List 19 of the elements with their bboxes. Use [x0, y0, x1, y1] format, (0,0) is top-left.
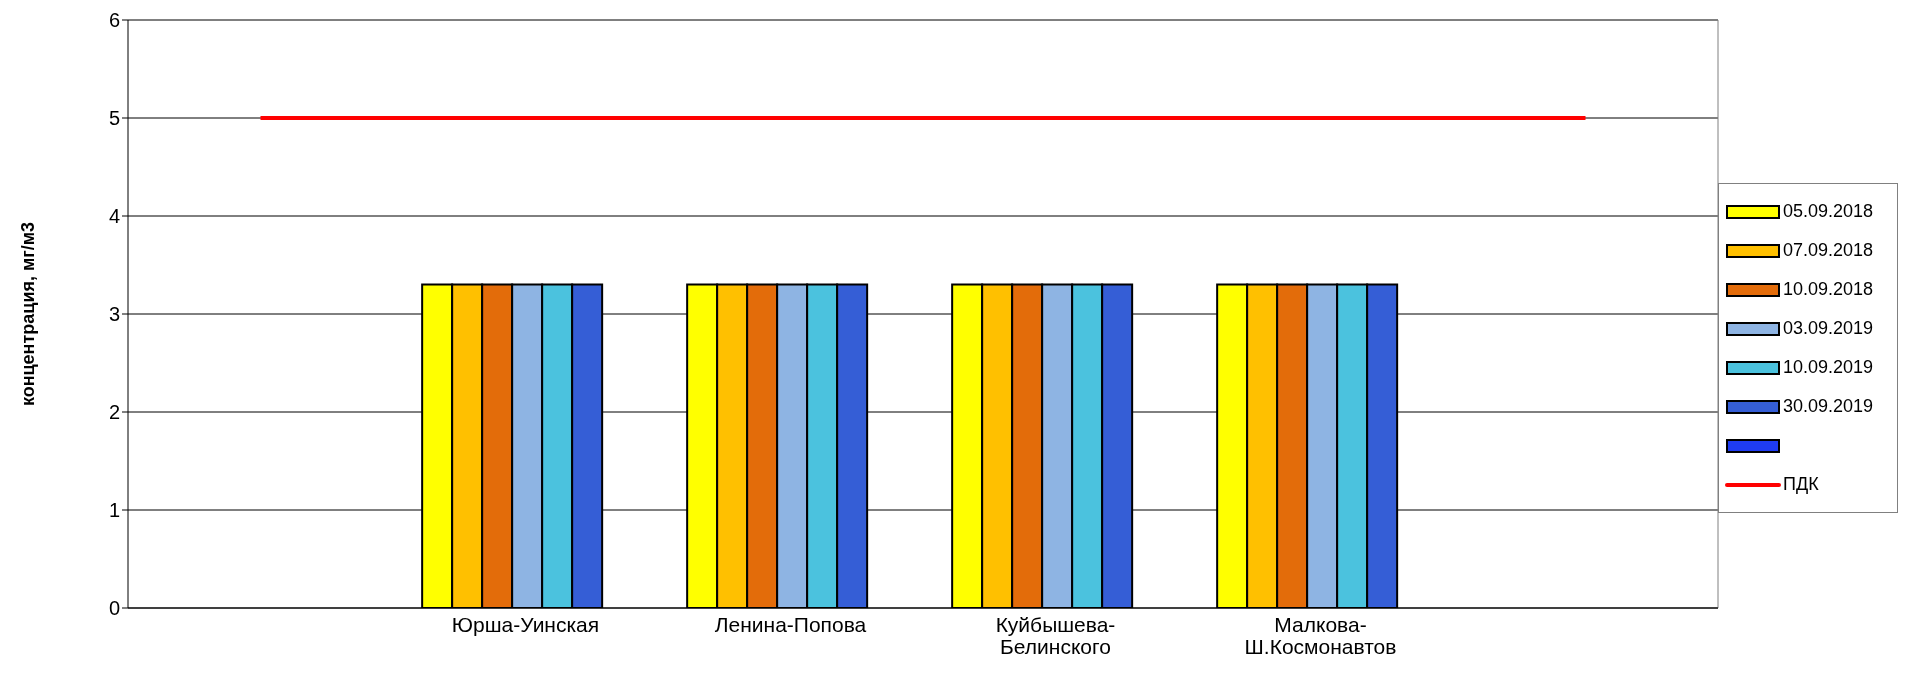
legend-label: 07.09.2018	[1783, 240, 1874, 261]
legend-label: 03.09.2019	[1783, 318, 1874, 339]
legend-label: 10.09.2018	[1783, 279, 1874, 300]
y-tick-label: 4	[108, 205, 120, 228]
legend-label: 30.09.2019	[1783, 396, 1874, 417]
y-tick-label: 0	[108, 597, 120, 620]
x-tick-label: Куйбышева-Белинского	[995, 613, 1116, 658]
y-tick-label: 2	[108, 401, 120, 424]
y-tick-label: 3	[108, 303, 120, 326]
legend-label: 10.09.2019	[1783, 357, 1874, 378]
legend-label: 05.09.2018	[1783, 201, 1874, 222]
y-tick-label: 6	[108, 9, 120, 32]
x-tick-label: Малкова-Ш.Космонавтов	[1244, 613, 1397, 658]
y-tick-label: 5	[108, 107, 120, 130]
x-tick-label: Ленина-Попова	[714, 613, 867, 636]
legend-label: ПДК	[1783, 474, 1819, 495]
y-tick-label: 1	[108, 499, 120, 522]
y-axis-title: концентрация, мг/м3	[18, 221, 39, 407]
x-tick-label: Юрша-Уинская	[451, 613, 600, 636]
